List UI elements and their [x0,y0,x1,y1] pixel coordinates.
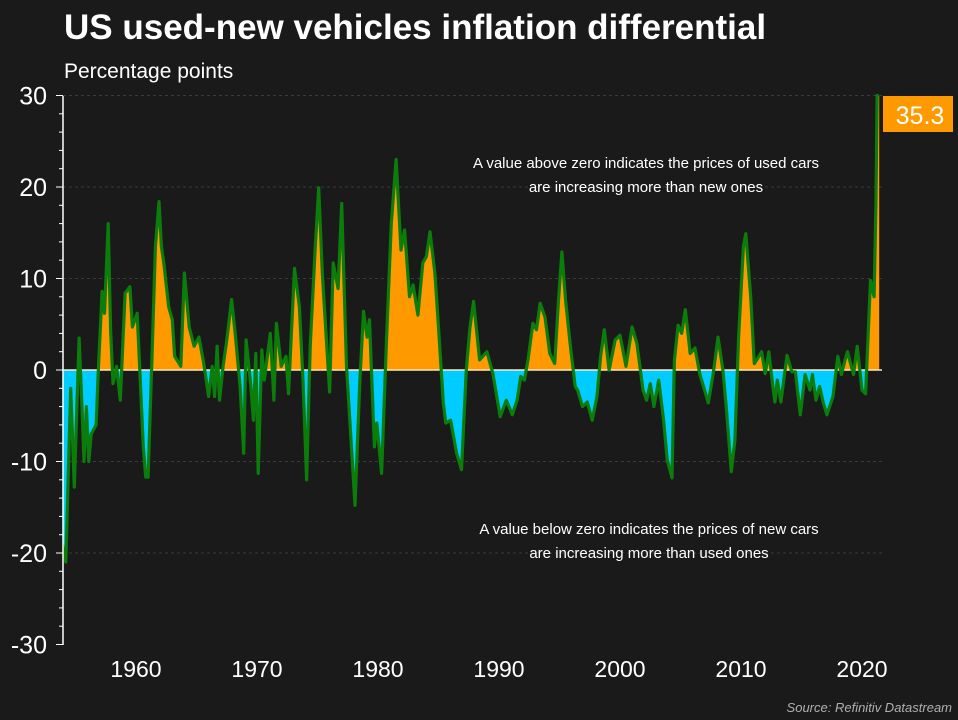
last-value-text: 35.3 [896,102,945,130]
y-tick-label: -20 [11,540,47,568]
y-tick-label: -30 [11,632,47,660]
last-value-box [883,96,953,132]
y-tick-label: 20 [19,174,47,202]
source-note: Source: Refinitiv Datastream [786,700,952,715]
annotation-above-line-1: A value above zero indicates the prices … [473,155,819,172]
x-tick-label: 1960 [110,656,161,682]
x-tick-label: 2000 [594,656,645,682]
x-tick-label: 1970 [231,656,282,682]
y-tick-label: 30 [19,83,47,111]
gridlines [63,95,882,554]
x-tick-label: 2020 [836,656,887,682]
annotation-below-line-1: A value below zero indicates the prices … [479,521,818,538]
annotation-below-line-2: are increasing more than used ones [529,545,768,562]
y-tick-label: 0 [33,357,47,385]
series-line [63,94,879,564]
x-tick-label: 1980 [352,656,403,682]
x-tick-label: 2010 [715,656,766,682]
y-tick-label: -10 [11,449,47,477]
annotation-above-line-2: are increasing more than new ones [529,179,763,196]
chart-title: US used-new vehicles inflation different… [64,8,767,47]
last-value-label: 35.3 [883,96,953,132]
chart-subtitle: Percentage points [64,60,234,83]
y-tick-label: 10 [19,266,47,294]
x-tick-label: 1990 [473,656,524,682]
